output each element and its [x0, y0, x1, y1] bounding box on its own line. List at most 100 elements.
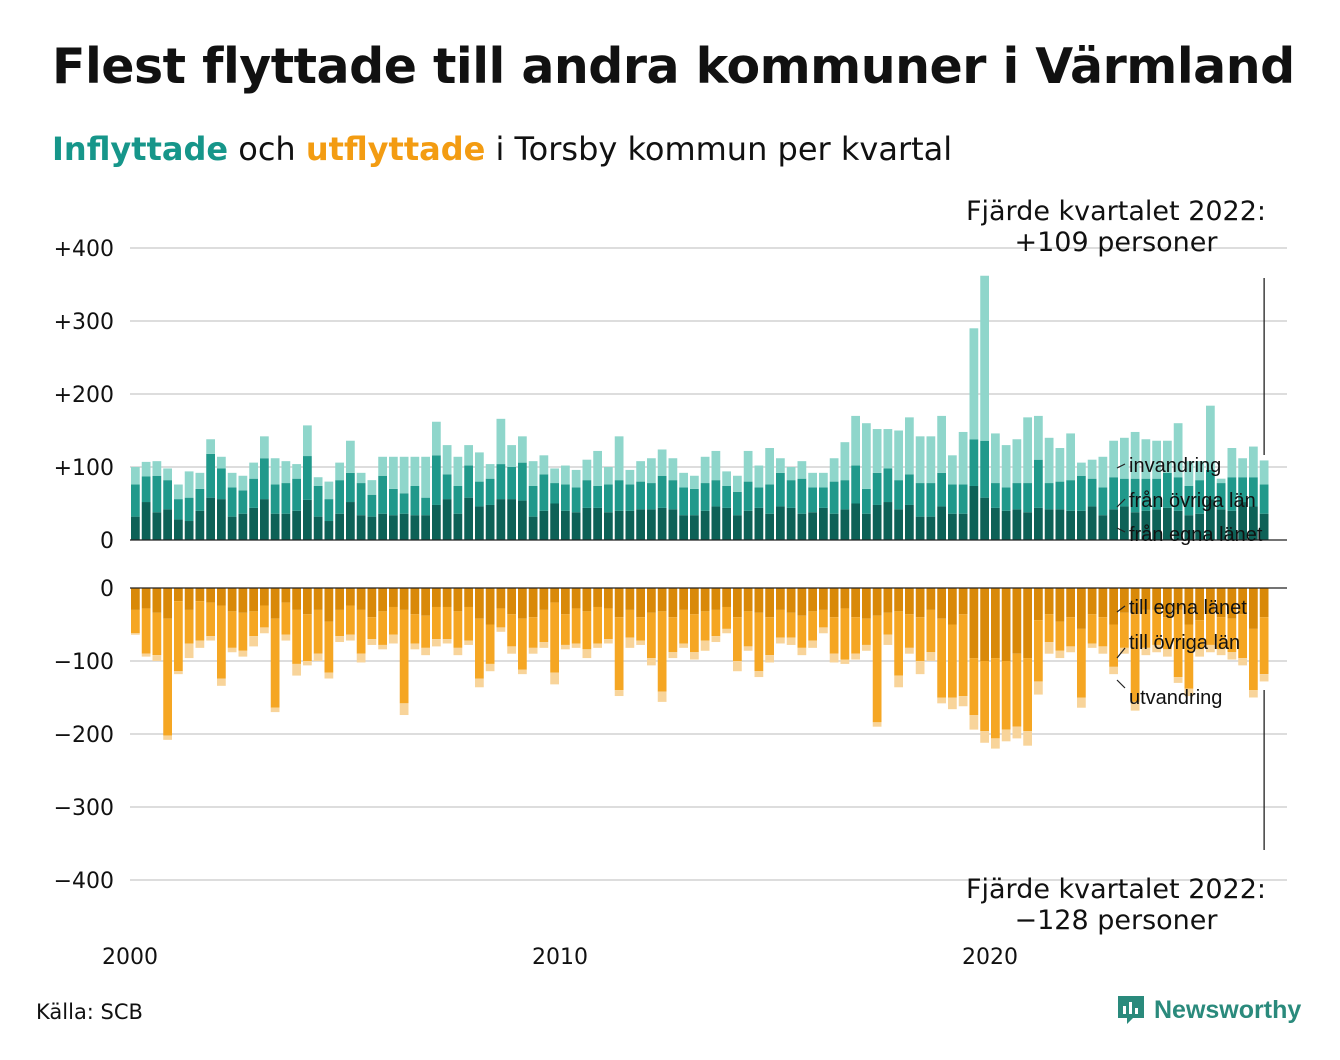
bar-outflow-other-counties — [1001, 661, 1011, 730]
bar-outflow-emigration — [432, 639, 441, 647]
axes-group — [130, 278, 1287, 850]
bar-inflow-immigration — [367, 480, 377, 495]
bar-inflow-own-county — [335, 513, 344, 540]
bar-inflow-own-county — [1055, 509, 1065, 540]
annotation-top-line1: Fjärde kvartalet 2022: — [966, 196, 1266, 227]
bar-inflow-own-county — [206, 497, 215, 540]
bar-inflow-own-county — [292, 510, 301, 540]
annotation-bottom-line2: −128 personer — [1014, 905, 1218, 936]
bar-outflow-other-counties — [249, 611, 258, 637]
bar-inflow-other-counties — [636, 481, 645, 510]
bar-inflow-other-counties — [303, 456, 312, 500]
bar-outflow-other-counties — [1195, 620, 1204, 650]
bar-outflow-emigration — [550, 672, 559, 685]
bar-inflow-own-county — [1001, 510, 1011, 540]
bar-outflow-own-county — [335, 588, 344, 610]
bar-inflow-own-county — [668, 509, 678, 540]
bar-inflow-other-counties — [991, 483, 1000, 508]
bar-outflow-other-counties — [1087, 614, 1097, 644]
bar-outflow-own-county — [313, 588, 323, 610]
bar-inflow-other-counties — [464, 465, 473, 498]
bar-inflow-own-county — [1012, 509, 1022, 540]
bar-outflow-emigration — [1130, 701, 1140, 711]
bar-outflow-emigration — [700, 640, 710, 651]
bar-inflow-own-county — [1098, 515, 1108, 540]
bar-inflow-other-counties — [442, 474, 452, 500]
bar-inflow-other-counties — [905, 474, 914, 505]
subtitle-rest: i Torsby kommun per kvartal — [485, 130, 953, 168]
bar-inflow-immigration — [1130, 431, 1140, 479]
bar-outflow-other-counties — [636, 617, 645, 641]
bar-inflow-immigration — [1034, 415, 1043, 460]
bar-inflow-other-counties — [475, 481, 484, 507]
bar-inflow-other-counties — [786, 480, 796, 508]
bar-outflow-other-counties — [657, 611, 667, 692]
bar-inflow-other-counties — [980, 440, 989, 498]
bar-outflow-other-counties — [1055, 621, 1065, 651]
bar-inflow-own-county — [475, 506, 484, 540]
bar-inflow-other-counties — [851, 465, 860, 504]
bar-inflow-immigration — [1195, 461, 1204, 481]
bar-outflow-own-county — [195, 588, 205, 602]
bar-inflow-other-counties — [195, 488, 205, 511]
bar-outflow-own-county — [958, 588, 968, 615]
bar-outflow-other-counties — [743, 611, 753, 647]
bar-outflow-own-county — [528, 588, 538, 618]
bar-inflow-other-counties — [367, 494, 377, 517]
bar-inflow-other-counties — [453, 485, 463, 514]
bar-inflow-other-counties — [174, 499, 183, 520]
bar-inflow-immigration — [1109, 440, 1118, 478]
bar-outflow-other-counties — [905, 614, 914, 648]
bar-inflow-own-county — [808, 512, 817, 540]
bar-outflow-emigration — [743, 646, 753, 651]
y-tick-label-bottom: −400 — [54, 869, 114, 894]
bar-inflow-own-county — [969, 485, 979, 540]
bar-inflow-other-counties — [797, 478, 807, 514]
bar-outflow-other-counties — [700, 611, 710, 641]
bar-inflow-other-counties — [432, 455, 441, 505]
source-note: Källa: SCB — [36, 1000, 143, 1024]
bar-inflow-immigration — [948, 455, 957, 485]
bar-inflow-immigration — [829, 458, 839, 482]
bar-outflow-emigration — [969, 715, 979, 730]
bar-inflow-other-counties — [840, 480, 850, 510]
bar-inflow-own-county — [410, 515, 420, 540]
bar-inflow-immigration — [1141, 439, 1151, 479]
bar-inflow-immigration — [335, 462, 344, 481]
bar-inflow-other-counties — [862, 488, 871, 514]
bar-inflow-immigration — [604, 467, 613, 485]
bar-inflow-immigration — [711, 450, 721, 481]
bar-inflow-own-county — [1238, 502, 1247, 540]
bar-inflow-other-counties — [765, 484, 774, 514]
bar-outflow-emigration — [636, 640, 645, 645]
bar-inflow-immigration — [614, 436, 624, 481]
bar-inflow-own-county — [1130, 512, 1140, 540]
bar-inflow-own-county — [1034, 507, 1043, 540]
bar-outflow-emigration — [496, 627, 506, 632]
bar-inflow-other-counties — [915, 483, 925, 517]
bar-inflow-immigration — [217, 456, 226, 469]
bar-outflow-emigration — [894, 675, 903, 688]
bar-outflow-emigration — [1195, 649, 1204, 657]
bar-inflow-other-counties — [894, 480, 903, 510]
chart-title: Flest flyttade till andra kommuner i Vär… — [52, 38, 1295, 95]
bar-outflow-emigration — [711, 636, 721, 643]
bar-inflow-other-counties — [1120, 478, 1129, 507]
bar-outflow-own-county — [1206, 588, 1215, 615]
bar-outflow-other-counties — [915, 617, 925, 661]
bar-outflow-other-counties — [206, 602, 215, 637]
bar-inflow-other-counties — [647, 483, 656, 510]
bar-inflow-other-counties — [335, 480, 344, 514]
bar-outflow-emigration — [378, 644, 387, 650]
bar-outflow-emigration — [410, 643, 420, 650]
bar-inflow-immigration — [1055, 448, 1065, 482]
y-tick-label-bottom: −300 — [54, 796, 114, 821]
bar-inflow-own-county — [1023, 512, 1032, 540]
bar-outflow-own-county — [743, 588, 753, 612]
bar-inflow-other-counties — [958, 484, 968, 514]
bar-outflow-other-counties — [507, 614, 516, 647]
bar-inflow-immigration — [1120, 437, 1129, 479]
bar-outflow-own-county — [270, 588, 280, 619]
bar-outflow-other-counties — [840, 608, 850, 660]
bar-outflow-other-counties — [1066, 617, 1075, 647]
